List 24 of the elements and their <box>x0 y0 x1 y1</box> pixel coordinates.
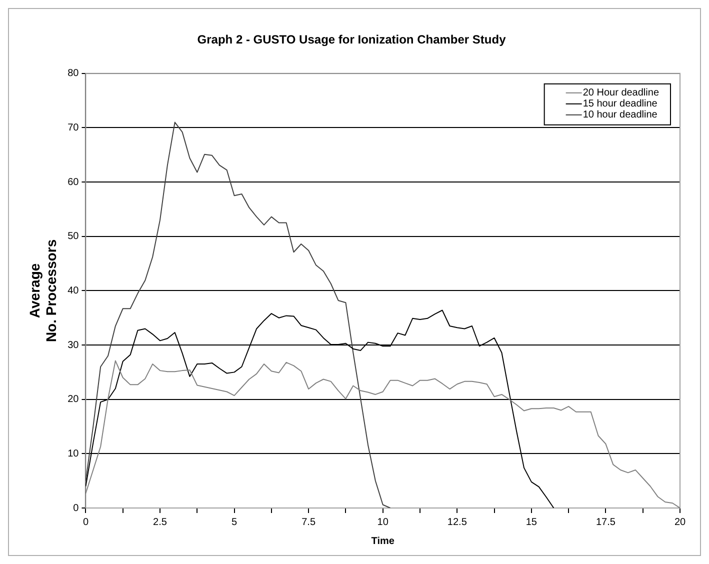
x-tick-label: 20 <box>674 516 686 528</box>
x-tick-label: 15 <box>526 516 538 528</box>
x-tick-label: 17.5 <box>596 516 616 528</box>
x-tick-label: 12.5 <box>447 516 468 528</box>
x-tick-label: 5 <box>232 516 238 528</box>
x-tick-label: 2.5 <box>153 516 168 528</box>
y-tick-label: 30 <box>68 340 80 351</box>
y-tick-label: 70 <box>68 122 80 134</box>
y-tick-label: 10 <box>68 448 80 460</box>
legend-label: 20 Hour deadline <box>582 88 660 99</box>
y-tick-label: 60 <box>68 176 80 188</box>
y-tick-label: 0 <box>73 502 80 514</box>
y-tick-label: 50 <box>68 231 80 242</box>
legend-label: 15 hour deadline <box>582 98 658 110</box>
y-tick-label: 20 <box>68 394 80 406</box>
chart-title: Graph 2 - GUSTO Usage for Ionization Chamber Study <box>197 32 506 47</box>
x-tick-label: 0 <box>82 516 89 528</box>
y-axis-title: Average No. Processors <box>26 239 60 342</box>
x-tick-label: 10 <box>377 516 389 528</box>
y-tick-label: 80 <box>68 68 80 80</box>
y-tick-label: 40 <box>68 285 80 296</box>
x-axis-title: Time <box>371 536 395 547</box>
x-tick-label: 7.5 <box>302 516 316 528</box>
legend-label: 10 hour deadline <box>582 110 658 121</box>
